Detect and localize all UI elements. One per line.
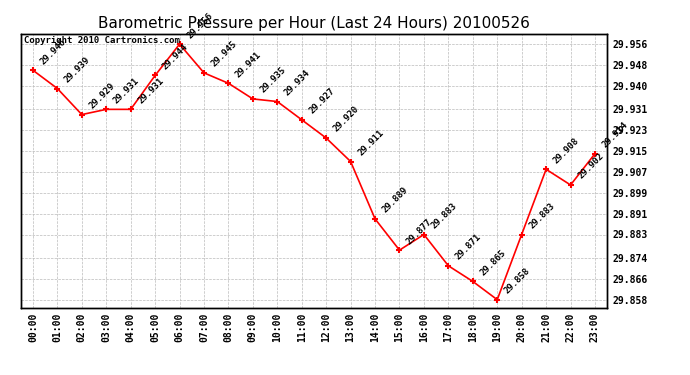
Title: Barometric Pressure per Hour (Last 24 Hours) 20100526: Barometric Pressure per Hour (Last 24 Ho… xyxy=(98,16,530,31)
Text: 29.877: 29.877 xyxy=(405,217,434,246)
Text: 29.927: 29.927 xyxy=(307,87,337,116)
Text: 29.935: 29.935 xyxy=(259,66,288,95)
Text: 29.865: 29.865 xyxy=(478,248,508,277)
Text: 29.889: 29.889 xyxy=(381,186,410,215)
Text: 29.911: 29.911 xyxy=(356,128,385,158)
Text: 29.902: 29.902 xyxy=(576,152,605,181)
Text: 29.883: 29.883 xyxy=(527,201,556,230)
Text: 29.871: 29.871 xyxy=(454,232,483,262)
Text: 29.934: 29.934 xyxy=(283,68,312,98)
Text: 29.858: 29.858 xyxy=(503,266,532,296)
Text: 29.920: 29.920 xyxy=(332,105,361,134)
Text: 29.931: 29.931 xyxy=(136,76,166,105)
Text: 29.939: 29.939 xyxy=(63,55,92,84)
Text: 29.946: 29.946 xyxy=(39,37,68,66)
Text: 29.914: 29.914 xyxy=(600,120,630,150)
Text: 29.956: 29.956 xyxy=(185,11,215,40)
Text: Copyright 2010 Cartronics.com: Copyright 2010 Cartronics.com xyxy=(23,36,179,45)
Text: 29.941: 29.941 xyxy=(234,50,263,79)
Text: 29.931: 29.931 xyxy=(112,76,141,105)
Text: 29.883: 29.883 xyxy=(429,201,459,230)
Text: 29.929: 29.929 xyxy=(88,81,117,110)
Text: 29.945: 29.945 xyxy=(210,39,239,69)
Text: 29.908: 29.908 xyxy=(552,136,581,165)
Text: 29.944: 29.944 xyxy=(161,42,190,71)
